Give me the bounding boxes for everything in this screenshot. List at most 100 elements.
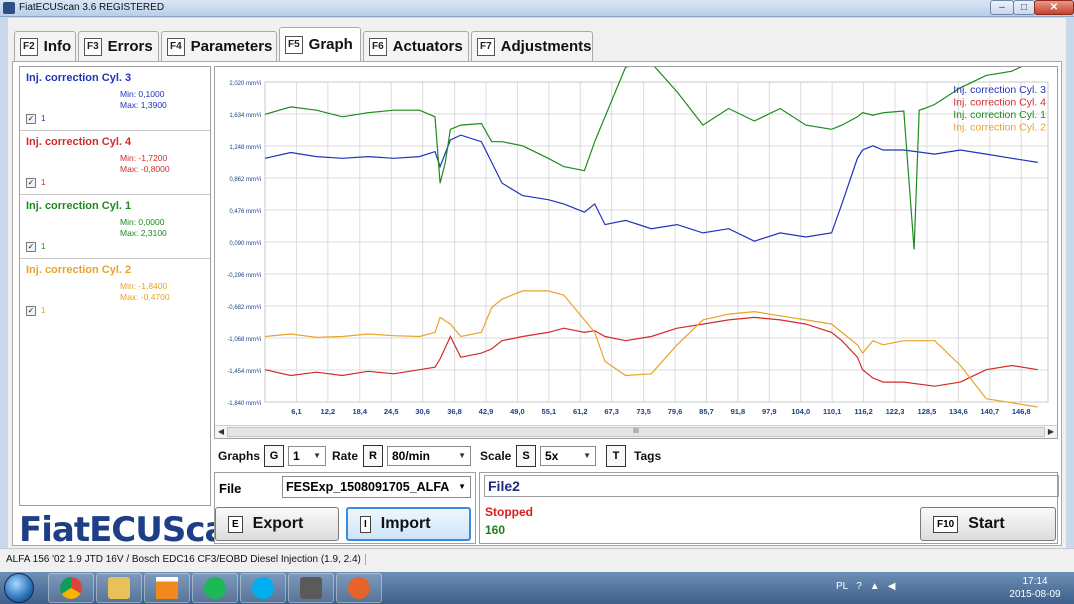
- start-menu-icon[interactable]: [4, 573, 34, 603]
- x-tick-label: 67,3: [604, 407, 619, 416]
- chrome-icon[interactable]: [48, 573, 94, 603]
- spotify-icon[interactable]: [192, 573, 238, 603]
- chevron-down-icon: ▼: [458, 451, 466, 460]
- clock[interactable]: 17:14 2015-08-09: [1000, 575, 1070, 601]
- file-select[interactable]: FESExp_1508091705_ALFA ▼: [282, 476, 471, 498]
- y-tick-label: -1,454 mm³/i: [227, 369, 261, 375]
- series-checkbox[interactable]: ✓: [26, 306, 36, 316]
- graphs-key[interactable]: G: [264, 445, 284, 467]
- close-button[interactable]: ✕: [1034, 0, 1074, 15]
- graphs-select[interactable]: 1 ▼: [288, 446, 326, 466]
- file-label: File: [219, 481, 242, 496]
- export-button[interactable]: E Export: [215, 507, 339, 541]
- scale-select[interactable]: 5x ▼: [540, 446, 596, 466]
- status-panel: File2 Stopped 160 F10 Start: [479, 472, 1059, 544]
- graph-chart: 2,020 mm³/i 1,634 mm³/i 1,248 mm³/i 0,862 m…: [227, 67, 1049, 416]
- series-checkbox[interactable]: ✓: [26, 114, 36, 124]
- rate-label: Rate: [332, 449, 359, 463]
- explorer-icon[interactable]: [96, 573, 142, 603]
- x-tick-label: 49,0: [510, 407, 525, 416]
- series-item-cyl3[interactable]: Inj. correction Cyl. 3 Min: 0,1000 Max: …: [20, 67, 210, 131]
- y-tick-label: -0,296 mm³/i: [227, 273, 261, 279]
- graph-controls: Graphs G 1 ▼ Rate R 80/min ▼ Scale S 5x …: [218, 445, 1058, 469]
- app-icon[interactable]: [336, 573, 382, 603]
- start-key: F10: [933, 515, 959, 533]
- graph-panel: 2,020 mm³/i 1,634 mm³/i 1,248 mm³/i 0,862 m…: [214, 66, 1058, 439]
- series-checkbox[interactable]: ✓: [26, 242, 36, 252]
- rate-select[interactable]: 80/min ▼: [387, 446, 471, 466]
- scroll-thumb[interactable]: III: [227, 427, 1045, 437]
- series-checkbox[interactable]: ✓: [26, 178, 36, 188]
- network-icon[interactable]: ▲: [869, 581, 880, 592]
- x-tick-label: 61,2: [573, 407, 588, 416]
- x-tick-label: 24,5: [384, 407, 399, 416]
- chevron-down-icon: ▼: [313, 451, 321, 460]
- status-bar: ALFA 156 '02 1.9 JTD 16V / Bosch EDC16 C…: [0, 548, 1074, 572]
- horizontal-scrollbar[interactable]: ◀ III ▶: [215, 425, 1057, 438]
- series-count: 1: [41, 306, 46, 315]
- plot-area: [264, 81, 1049, 403]
- tab-errors-label: Errors: [107, 38, 153, 55]
- scale-key[interactable]: S: [516, 445, 536, 467]
- series-item-cyl2[interactable]: Inj. correction Cyl. 2 Min: -1,8400 Max:…: [20, 259, 210, 323]
- fiatecuscan-icon[interactable]: [288, 573, 334, 603]
- language-indicator[interactable]: PL: [836, 581, 849, 592]
- tab-graph[interactable]: F5 Graph: [279, 27, 361, 61]
- x-tick-label: 116,2: [854, 407, 872, 416]
- x-tick-label: 55,1: [542, 407, 557, 416]
- x-tick-label: 128,5: [918, 407, 937, 416]
- series-item-cyl4[interactable]: Inj. correction Cyl. 4 Min: -1,7200 Max:…: [20, 131, 210, 195]
- start-label: Start: [968, 515, 1005, 532]
- rate-select-value: 80/min: [392, 449, 431, 463]
- chevron-down-icon: ▼: [583, 451, 591, 460]
- file-panel: File FESExp_1508091705_ALFA ▼ E Export I…: [214, 472, 476, 544]
- x-tick-label: 18,4: [352, 407, 367, 416]
- maximize-button[interactable]: □: [1013, 0, 1035, 15]
- tab-adjustments[interactable]: F7 Adjustments: [471, 31, 593, 61]
- series-list: Inj. correction Cyl. 3 Min: 0,1000 Max: …: [19, 66, 211, 506]
- tab-actuators[interactable]: F6 Actuators: [363, 31, 469, 61]
- import-button[interactable]: I Import: [346, 507, 471, 541]
- tags-key[interactable]: T: [606, 445, 626, 467]
- window-title: FiatECUScan 3.6 REGISTERED: [19, 2, 165, 13]
- x-tick-label: 30,6: [415, 407, 430, 416]
- help-icon[interactable]: ?: [856, 581, 862, 592]
- series-count: 1: [41, 242, 46, 251]
- x-tick-label: 6,1: [291, 407, 301, 416]
- series-line-2: [264, 316, 1038, 387]
- volume-icon[interactable]: ◀: [887, 581, 896, 592]
- clock-date: 2015-08-09: [1009, 589, 1061, 600]
- x-tick-label: 110,1: [823, 407, 841, 416]
- clock-time: 17:14: [1022, 576, 1048, 587]
- x-tick-label: 12,2: [321, 407, 336, 416]
- tab-parameters[interactable]: F4 Parameters: [161, 31, 277, 61]
- scale-label: Scale: [480, 449, 512, 463]
- x-tick-label: 73,5: [636, 407, 651, 416]
- x-tick-label: 91,8: [731, 407, 746, 416]
- legend-entry: Inj. correction Cyl. 4: [953, 97, 1046, 109]
- series-count: 1: [41, 114, 46, 123]
- scroll-left-icon[interactable]: ◀: [217, 427, 225, 436]
- tab-errors[interactable]: F3 Errors: [78, 31, 159, 61]
- series-item-cyl1[interactable]: Inj. correction Cyl. 1 Min: 0,0000 Max: …: [20, 195, 210, 259]
- scroll-right-icon[interactable]: ▶: [1047, 427, 1055, 436]
- legend-entry: Inj. correction Cyl. 1: [953, 109, 1046, 121]
- file-select-value: FESExp_1508091705_ALFA: [286, 480, 450, 494]
- vlc-icon[interactable]: [144, 573, 190, 603]
- import-label: Import: [380, 515, 431, 532]
- tab-parameters-key: F4: [167, 37, 185, 56]
- graphs-select-value: 1: [293, 449, 300, 463]
- x-tick-label: 85,7: [699, 407, 714, 416]
- tab-info-key: F2: [20, 37, 38, 56]
- skype-icon[interactable]: [240, 573, 286, 603]
- series-max: Max: 2,3100: [120, 228, 167, 238]
- start-button[interactable]: F10 Start: [920, 507, 1056, 541]
- series-line-1: [264, 134, 1038, 242]
- import-key: I: [360, 515, 371, 533]
- rate-key[interactable]: R: [363, 445, 383, 467]
- y-tick-label: -0,682 mm³/i: [227, 305, 261, 311]
- export-label: Export: [252, 515, 304, 532]
- tab-info[interactable]: F2 Info: [14, 31, 76, 61]
- minimize-button[interactable]: –: [990, 0, 1014, 15]
- file-name-field[interactable]: File2: [484, 475, 1059, 497]
